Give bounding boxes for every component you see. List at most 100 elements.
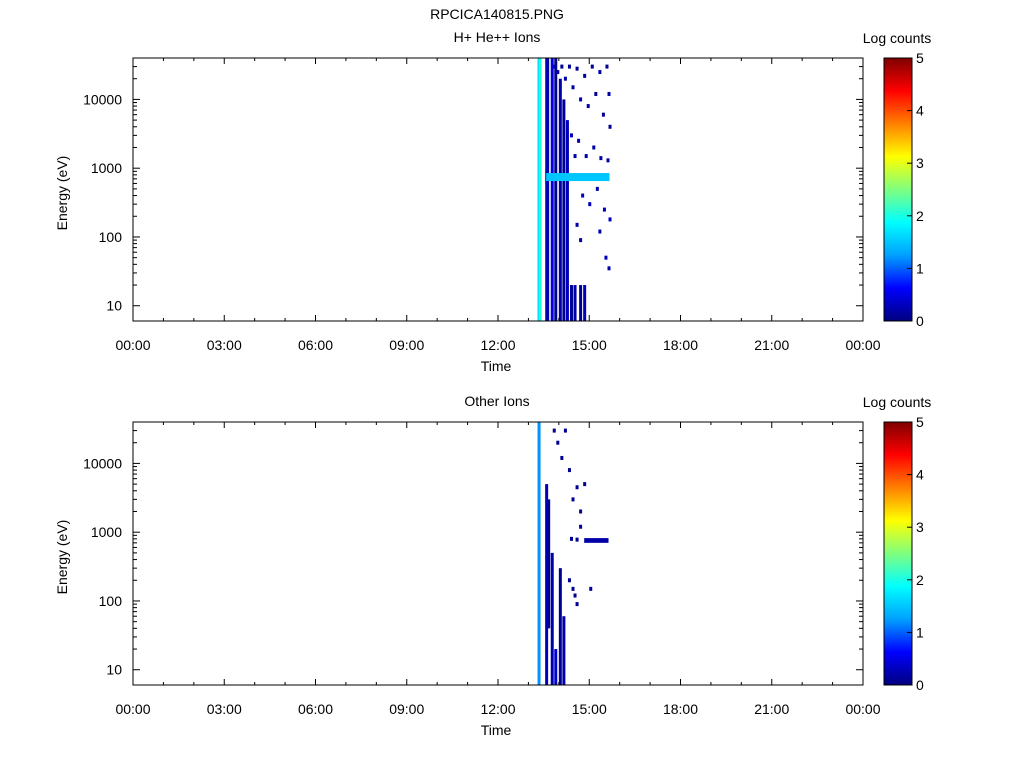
spectrogram-pixel — [579, 524, 583, 529]
colorbar-tick-label: 0 — [916, 677, 924, 693]
spectrogram-pixel — [598, 229, 602, 234]
spectrogram-column — [537, 422, 541, 685]
x-tick-label: 09:00 — [389, 701, 424, 717]
x-tick-label: 03:00 — [207, 701, 242, 717]
spectrogram-pixel — [607, 266, 611, 271]
spectrogram-pixel — [556, 440, 560, 445]
x-tick-label: 15:00 — [572, 337, 607, 353]
x-tick-label: 00:00 — [115, 337, 150, 353]
x-axis-label: Time — [481, 722, 512, 738]
spectrogram-pixel — [579, 238, 583, 243]
spectrogram-band — [546, 173, 610, 182]
spectrogram-pixel — [583, 73, 587, 78]
spectrogram-pixel — [579, 509, 583, 514]
spectrogram-pixel — [563, 428, 567, 433]
y-tick-label: 10 — [106, 662, 122, 678]
x-tick-label: 00:00 — [845, 701, 880, 717]
spectrogram-column — [562, 99, 566, 321]
plot-background — [133, 58, 863, 321]
spectrogram-pixel — [575, 602, 579, 607]
x-tick-label: 06:00 — [298, 701, 333, 717]
spectrogram-pixel — [599, 156, 603, 161]
colorbar-tick-label: 3 — [916, 519, 924, 535]
spectrogram-pixel — [573, 154, 577, 159]
colorbar-tick-label: 4 — [916, 103, 924, 119]
colorbar-tick-label: 5 — [916, 50, 924, 66]
spectrogram-column — [545, 484, 549, 685]
y-axis-label: Energy (eV) — [54, 156, 70, 231]
spectrogram-column — [579, 285, 583, 321]
plot-area — [132, 421, 864, 686]
colorbar: 0 1 2 3 4 5 — [883, 50, 924, 329]
x-tick-label: 21:00 — [754, 337, 789, 353]
spectrogram-pixel — [602, 207, 606, 212]
spectrogram-pixel — [571, 497, 575, 502]
spectrogram-pixel — [605, 64, 609, 69]
y-tick-label: 10 — [106, 298, 122, 314]
spectrogram-pixel — [563, 76, 567, 81]
plot-area — [132, 57, 864, 322]
spectrogram-pixel — [590, 64, 594, 69]
spectrogram-pixel — [581, 193, 585, 198]
panel-title: H+ He++ Ions — [454, 29, 541, 45]
y-tick-label: 10000 — [83, 455, 122, 471]
spectrogram-pixel — [567, 468, 571, 473]
spectrogram-pixel — [595, 186, 599, 191]
spectrogram-pixel — [606, 158, 610, 163]
spectrogram-column — [547, 499, 551, 629]
spectrogram-pixel — [586, 104, 590, 109]
colorbar-tick-label: 1 — [916, 624, 924, 640]
spectrogram-column — [538, 58, 542, 321]
x-axis-label: Time — [481, 358, 512, 374]
colorbar-tick-label: 3 — [916, 155, 924, 171]
spectrogram-column — [569, 285, 573, 321]
colorbar-tick-label: 0 — [916, 313, 924, 329]
x-tick-label: 12:00 — [480, 337, 515, 353]
colorbar: 0 1 2 3 4 5 — [883, 414, 924, 693]
spectrogram-column — [583, 285, 587, 321]
y-tick-label: 1000 — [91, 160, 122, 176]
x-tick-label: 06:00 — [298, 337, 333, 353]
spectrogram-pixel — [604, 255, 608, 260]
spectrogram-pixel — [552, 64, 556, 69]
spectrogram-pixel — [601, 112, 605, 117]
colorbar-tick-label: 1 — [916, 260, 924, 276]
colorbar-tick-label: 2 — [916, 208, 924, 224]
spectrogram-column — [546, 58, 550, 321]
x-tick-label: 18:00 — [663, 337, 698, 353]
panel-title: Other Ions — [464, 393, 529, 409]
x-tick-label: 09:00 — [389, 337, 424, 353]
colorbar-scale — [883, 57, 913, 322]
x-tick-label: 15:00 — [572, 701, 607, 717]
spectrogram-pixel — [607, 91, 611, 96]
spectrogram-band — [584, 538, 609, 543]
x-tick-label: 18:00 — [663, 701, 698, 717]
spectrogram-pixel — [569, 133, 573, 138]
spectrogram-pixel — [575, 66, 579, 71]
colorbar-tick-label: 4 — [916, 467, 924, 483]
x-tick-label: 12:00 — [480, 701, 515, 717]
x-tick-label: 03:00 — [207, 337, 242, 353]
x-tick-label: 00:00 — [845, 337, 880, 353]
spectrogram-column — [573, 285, 577, 321]
spectrogram-pixel — [560, 455, 564, 460]
spectrogram-pixel — [567, 578, 571, 583]
colorbar-tick-label: 5 — [916, 414, 924, 430]
spectrogram-pixel — [577, 138, 581, 143]
x-tick-label: 21:00 — [754, 701, 789, 717]
spectrogram-column — [565, 120, 569, 321]
spectrogram-pixel — [583, 482, 587, 487]
spectrogram-pixel — [584, 154, 588, 159]
spectrogram-pixel — [556, 70, 560, 75]
panel-other-ions: Other Ions Time Energy (eV) Log counts 0… — [54, 393, 931, 738]
spectrogram-pixel — [579, 97, 583, 102]
spectrogram-pixel — [573, 593, 577, 598]
y-tick-label: 100 — [99, 229, 123, 245]
spectrogram-column — [558, 78, 562, 321]
colorbar-scale — [883, 421, 913, 686]
spectrogram-pixel — [560, 64, 564, 69]
y-tick-label: 1000 — [91, 524, 122, 540]
spectrogram-pixel — [567, 64, 571, 69]
spectrogram-pixel — [552, 428, 556, 433]
